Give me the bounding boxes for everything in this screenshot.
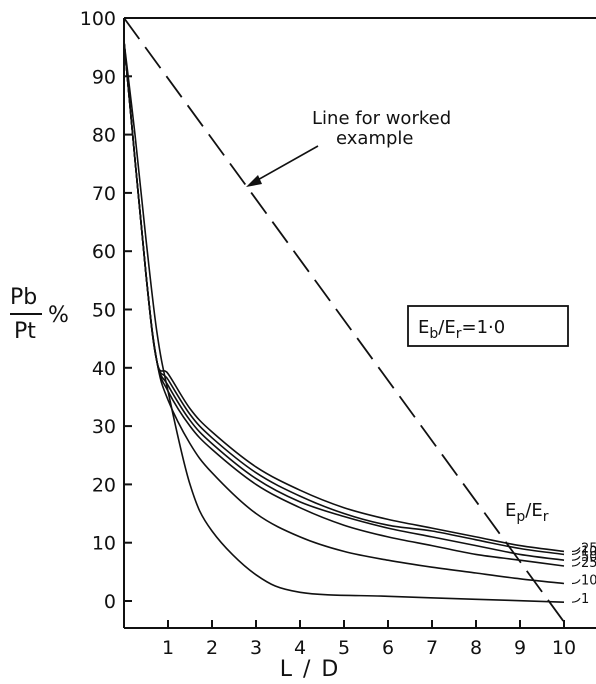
annotation-arrow-shaft [253, 145, 319, 183]
axes [123, 17, 596, 629]
y-tick-label: 70 [92, 183, 116, 205]
y-tick-label: 50 [92, 300, 116, 322]
x-tick-label: 3 [250, 637, 262, 659]
x-tick-label: 8 [470, 637, 482, 659]
series-label-100: 100 [581, 544, 596, 559]
y-axis-label-unit: % [48, 303, 69, 328]
x-axis-label: L / D [280, 657, 341, 682]
x-axis-ticks: 1 2 3 4 5 6 7 8 9 10 [162, 620, 576, 659]
x-tick-label: 5 [338, 637, 350, 659]
series-label-hook [571, 597, 581, 603]
series-label-10: 10 [581, 574, 596, 589]
y-tick-label: 40 [92, 358, 116, 380]
ratio-box [407, 305, 569, 347]
series-group-label: Ep/Er [505, 500, 549, 525]
y-axis-label-bottom: Pt [14, 319, 36, 344]
x-tick-label: 4 [294, 637, 306, 659]
y-tick-label: 100 [80, 8, 116, 30]
x-tick-label: 9 [514, 637, 526, 659]
y-tick-label: 30 [92, 416, 116, 438]
x-tick-label: 2 [206, 637, 218, 659]
x-tick-label: 6 [382, 637, 394, 659]
series-label-hook [571, 550, 581, 555]
y-tick-label: 10 [92, 533, 116, 555]
series-label-1: 1 [581, 592, 589, 607]
series-curve-1 [123, 41, 565, 603]
series-labels: 1 10 2550100250 [571, 541, 596, 607]
y-axis-label-top: Pb [10, 285, 37, 310]
annotation-line-2: example [336, 128, 413, 149]
series-label-hook [571, 555, 581, 561]
y-axis-ticks: 0 10 20 30 40 50 60 70 80 90 100 [80, 8, 132, 613]
series-curve-250 [123, 41, 565, 553]
series-curves [123, 41, 565, 603]
worked-example-line [123, 17, 570, 629]
annotation-arrowhead [246, 175, 262, 187]
y-tick-label: 0 [104, 591, 116, 613]
x-tick-label: 10 [552, 637, 576, 659]
series-label-50: 50 [581, 550, 596, 565]
worked-example-line-group [123, 17, 570, 629]
ratio-box-text: Eb/Er=1·0 [418, 317, 505, 342]
x-tick-label: 7 [426, 637, 438, 659]
series-label-25: 25 [581, 556, 596, 571]
series-label-hook [571, 579, 581, 585]
series-label-250: 250 [581, 541, 596, 556]
x-tick-label: 1 [162, 637, 174, 659]
y-tick-label: 60 [92, 241, 116, 263]
series-label-hook [571, 547, 581, 553]
y-tick-label: 80 [92, 125, 116, 147]
y-tick-label: 20 [92, 474, 116, 496]
annotation-line-1: Line for worked [312, 108, 451, 129]
series-label-hook [571, 561, 581, 567]
y-tick-label: 90 [92, 66, 116, 88]
